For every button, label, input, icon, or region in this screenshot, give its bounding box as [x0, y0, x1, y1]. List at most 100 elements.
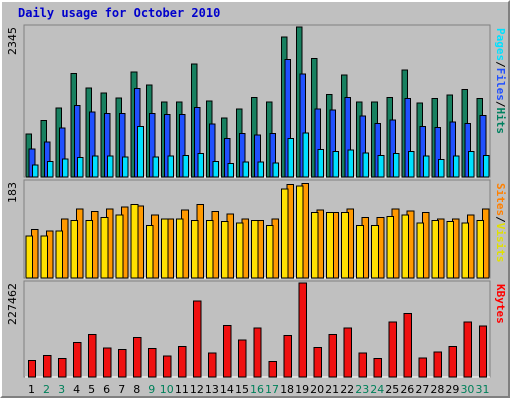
bar-kbytes-day-19: [298, 282, 307, 378]
bar-sites-day-31: [476, 219, 485, 279]
bar-sites-day-26: [401, 214, 409, 279]
bar-sites-day-8: [130, 204, 139, 279]
bar-sites-day-11: [175, 218, 184, 279]
bar-sites-day-12: [190, 219, 199, 279]
bar-kbytes-day-2: [42, 355, 52, 378]
bar-pages-day-29: [452, 155, 460, 178]
bar-sites-day-23: [356, 225, 364, 279]
bar-sites-day-6: [100, 217, 109, 279]
bar-pages-day-31: [482, 154, 490, 178]
bar-kbytes-day-10: [163, 355, 172, 378]
bar-kbytes-day-15: [238, 339, 247, 378]
bar-kbytes-day-29: [448, 345, 458, 378]
x-tick-label: 19: [295, 383, 309, 396]
bar-pages-day-17: [272, 162, 280, 178]
x-tick-label: 30: [460, 383, 474, 396]
bar-sites-day-2: [40, 235, 49, 279]
bar-kbytes-day-7: [117, 349, 127, 378]
x-tick-label: 9: [148, 383, 155, 396]
legend-part: Files: [494, 68, 507, 101]
x-tick-label: 1: [28, 383, 35, 396]
x-tick-label: 20: [310, 383, 324, 396]
legend-part: Sites: [494, 183, 507, 216]
x-tick-label: 11: [175, 383, 189, 396]
x-tick-label: 23: [355, 383, 369, 396]
x-tick-label: 12: [190, 383, 204, 396]
bar-kbytes-day-3: [57, 357, 67, 378]
bar-kbytes-day-27: [418, 357, 428, 378]
panel-2-max-label: 183: [6, 182, 19, 203]
bar-sites-day-19: [296, 185, 304, 279]
bar-kbytes-day-5: [87, 333, 97, 378]
bar-sites-day-1: [25, 235, 34, 279]
x-tick-label: 2: [43, 383, 50, 396]
x-tick-label: 16: [250, 383, 264, 396]
panel-2-legend: Sites/Visits: [494, 183, 507, 263]
legend-part: KBytes: [494, 284, 507, 324]
bar-kbytes-day-8: [133, 336, 142, 378]
x-tick-label: 4: [73, 383, 80, 396]
bar-kbytes-day-30: [463, 321, 473, 378]
x-tick-label: 8: [133, 383, 140, 396]
bar-pages-day-7: [122, 156, 129, 178]
bar-kbytes-day-21: [328, 333, 337, 378]
bar-pages-day-18: [287, 138, 295, 178]
bar-sites-day-10: [160, 218, 169, 279]
bar-kbytes-day-14: [223, 324, 232, 378]
x-tick-label: 7: [118, 383, 125, 396]
bar-kbytes-day-4: [72, 341, 82, 378]
bar-pages-day-15: [242, 161, 249, 178]
bar-pages-day-12: [197, 153, 204, 178]
x-tick-label: 27: [415, 383, 429, 396]
bar-kbytes-day-24: [373, 357, 382, 378]
bar-sites-day-3: [55, 230, 64, 279]
bar-sites-day-14: [220, 220, 229, 279]
bar-kbytes-day-11: [178, 345, 187, 378]
bar-kbytes-day-13: [208, 352, 217, 378]
bar-kbytes-day-17: [268, 360, 277, 378]
bar-pages-day-19: [302, 132, 310, 178]
x-tick-label: 5: [88, 383, 95, 396]
bar-pages-day-16: [257, 161, 265, 178]
bar-kbytes-day-22: [343, 327, 352, 378]
bar-pages-day-1: [31, 164, 39, 178]
bar-sites-day-15: [235, 222, 244, 279]
bar-sites-day-30: [461, 222, 470, 279]
bar-sites-day-13: [205, 219, 214, 279]
legend-part: Visits: [494, 223, 507, 263]
legend-part: /: [494, 61, 507, 68]
bar-kbytes-day-23: [358, 352, 367, 378]
bar-kbytes-day-12: [193, 300, 202, 378]
x-tick-label: 26: [400, 383, 414, 396]
x-tick-label: 31: [475, 383, 489, 396]
bar-sites-day-29: [446, 220, 455, 279]
panel-3-max-label: 227462: [6, 283, 19, 325]
bar-kbytes-day-18: [283, 334, 292, 378]
x-tick-label: 28: [430, 383, 444, 396]
bar-sites-day-16: [250, 219, 259, 279]
bar-pages-day-30: [467, 150, 475, 178]
bar-kbytes-day-31: [478, 325, 488, 378]
bar-pages-day-8: [137, 125, 144, 178]
bar-sites-day-18: [281, 188, 289, 279]
x-tick-label: 3: [58, 383, 65, 396]
bar-kbytes-day-6: [102, 347, 112, 378]
bar-pages-day-6: [107, 155, 114, 178]
legend-part: /: [494, 101, 507, 108]
panel-3-legend: KBytes: [494, 284, 507, 324]
bar-pages-day-9: [152, 156, 159, 178]
bar-pages-day-3: [62, 158, 69, 178]
chart-title: Daily usage for October 2010: [18, 6, 221, 20]
bar-pages-day-11: [182, 155, 189, 178]
bar-pages-day-27: [422, 155, 430, 178]
x-tick-label: 15: [235, 383, 249, 396]
legend-part: Pages: [494, 28, 507, 61]
x-tick-label: 17: [265, 383, 279, 396]
bar-kbytes-day-28: [433, 351, 443, 378]
x-tick-label: 21: [325, 383, 339, 396]
bar-kbytes-day-20: [313, 347, 322, 378]
bar-kbytes-day-1: [27, 359, 37, 378]
bar-sites-day-21: [326, 211, 334, 279]
x-tick-label: 14: [220, 383, 234, 396]
